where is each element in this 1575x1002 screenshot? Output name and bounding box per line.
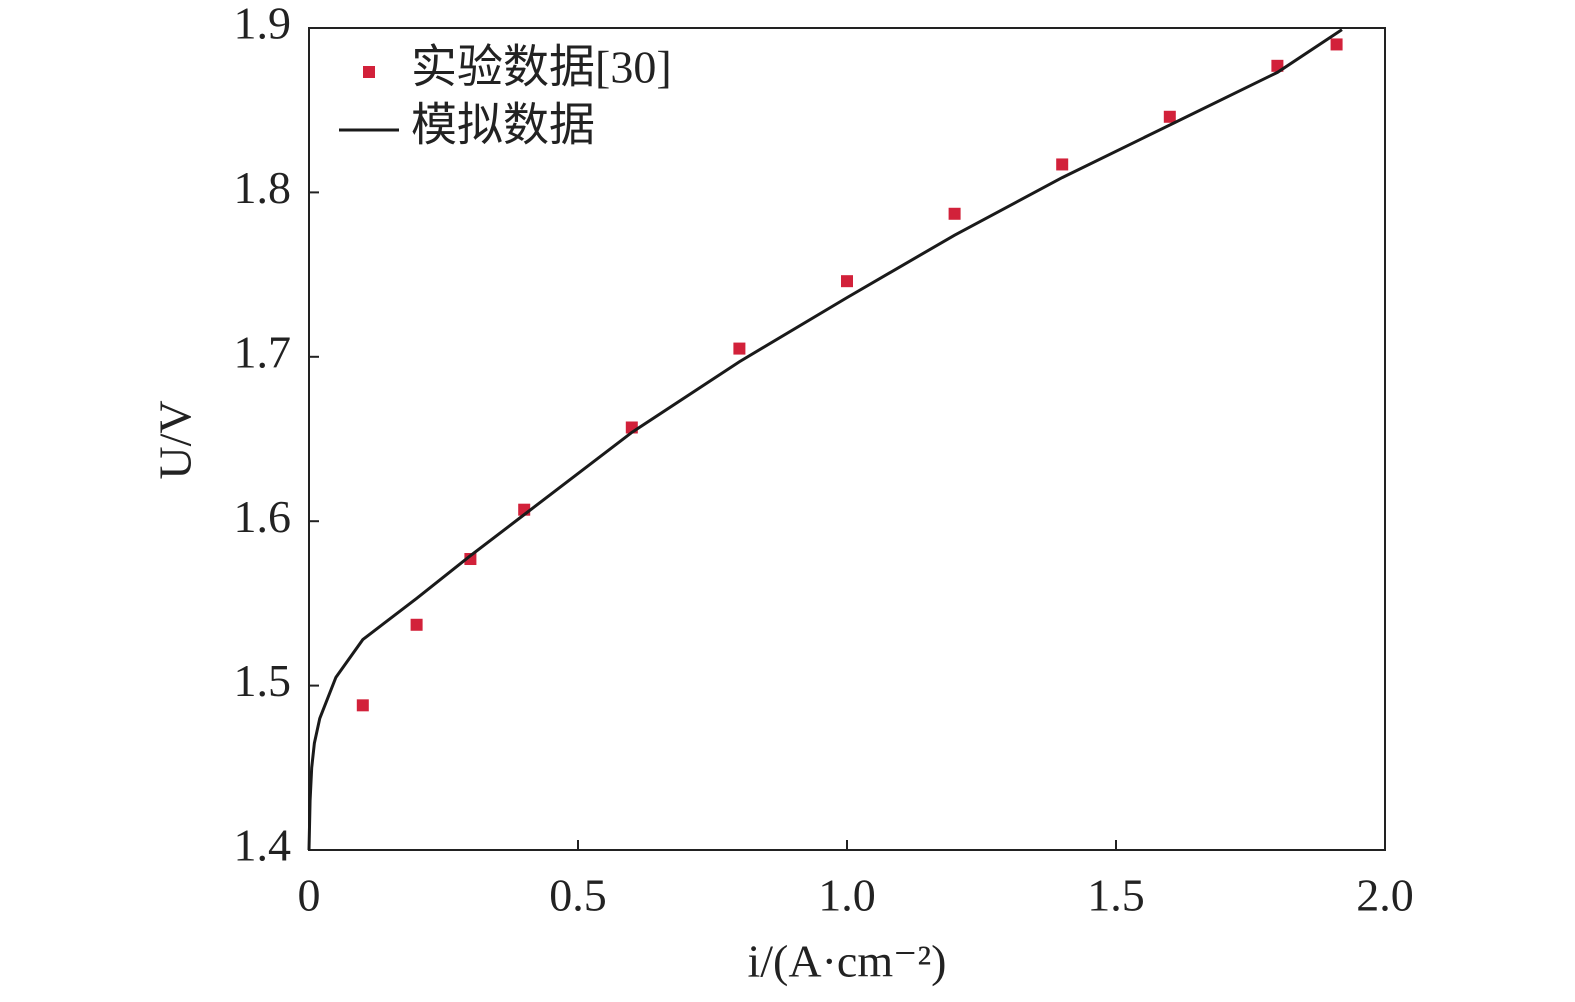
data-point [1271, 59, 1284, 72]
x-tick-label: 1.5 [1087, 870, 1145, 921]
y-tick-label: 1.5 [234, 655, 292, 706]
model-line [307, 28, 1343, 851]
data-point [733, 342, 746, 355]
y-tick-label: 1.6 [234, 491, 292, 542]
data-point [1056, 158, 1069, 171]
y-tick-label: 1.4 [234, 820, 292, 871]
y-tick-label: 1.9 [234, 0, 292, 49]
x-tick-label: 1.0 [818, 870, 876, 921]
data-point [948, 207, 961, 220]
legend-label: 实验数据[30] [411, 42, 672, 93]
x-tick-label: 2.0 [1356, 870, 1414, 921]
x-tick-label: 0 [298, 870, 321, 921]
y-tick-label: 1.7 [234, 326, 292, 377]
data-point [1163, 110, 1176, 123]
data-point [1330, 38, 1343, 51]
x-axis-label: i/(A·cm⁻²) [747, 936, 946, 987]
legend-marker [363, 66, 375, 78]
data-point [356, 699, 369, 712]
plot-frame [308, 27, 1386, 851]
legend-label: 模拟数据 [411, 100, 595, 151]
data-point [464, 553, 477, 566]
y-axis-label: U/V [150, 400, 201, 479]
data-point [841, 275, 853, 288]
y-tick-label: 1.8 [234, 162, 292, 213]
x-tick-label: 0.5 [549, 870, 607, 921]
data-point [410, 618, 423, 631]
